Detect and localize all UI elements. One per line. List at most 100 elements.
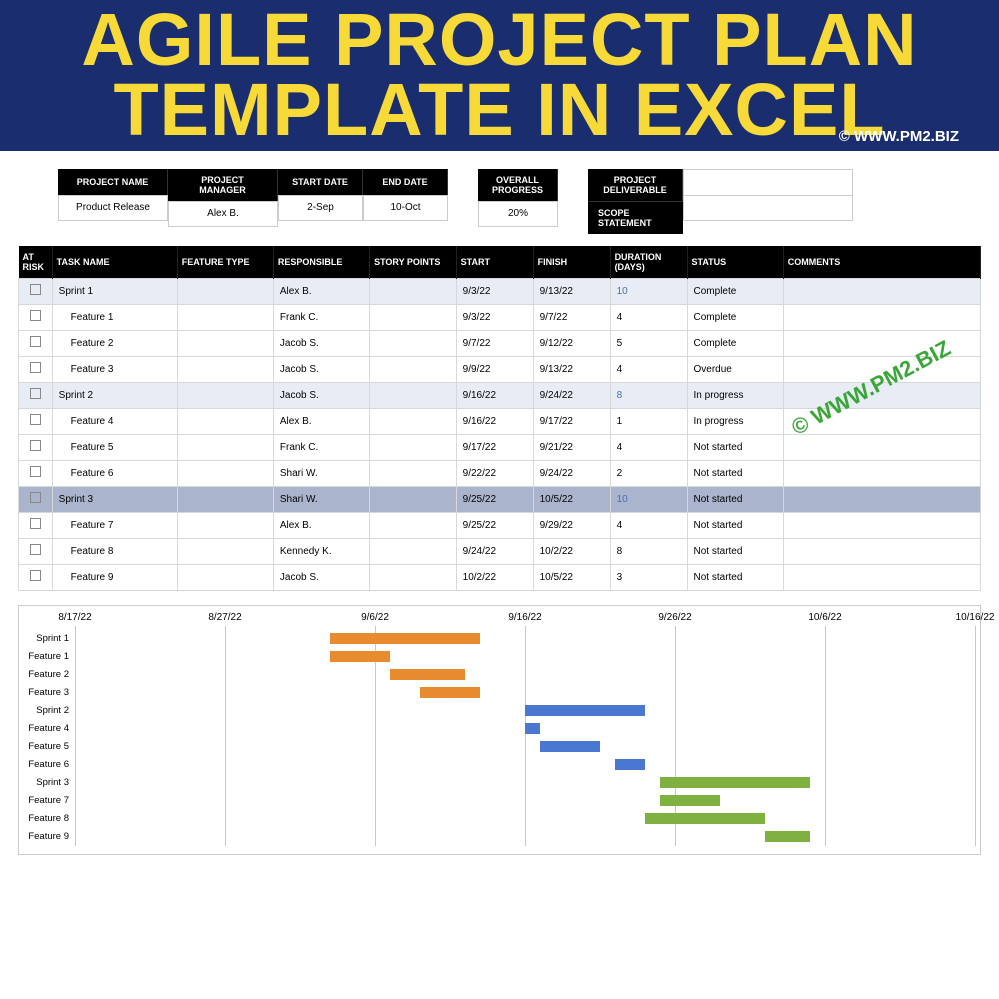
cell-responsible[interactable]: Jacob S. — [273, 330, 369, 356]
checkbox-icon[interactable] — [30, 284, 41, 295]
cell-duration[interactable]: 4 — [610, 434, 687, 460]
checkbox-icon[interactable] — [30, 466, 41, 477]
cell-status[interactable]: In progress — [687, 408, 783, 434]
cell-finish[interactable]: 9/13/22 — [533, 278, 610, 304]
table-row[interactable]: Sprint 2Jacob S.9/16/229/24/228In progre… — [19, 382, 981, 408]
cell-at-risk[interactable] — [19, 564, 53, 590]
cell-comments[interactable] — [783, 434, 980, 460]
cell-start[interactable]: 9/7/22 — [456, 330, 533, 356]
cell-comments[interactable] — [783, 304, 980, 330]
cell-start[interactable]: 9/3/22 — [456, 304, 533, 330]
cell-at-risk[interactable] — [19, 486, 53, 512]
meta-val-deliverable[interactable] — [683, 169, 853, 195]
table-row[interactable]: Feature 8Kennedy K.9/24/2210/2/228Not st… — [19, 538, 981, 564]
cell-feature-type[interactable] — [177, 512, 273, 538]
cell-comments[interactable] — [783, 408, 980, 434]
cell-story-points[interactable] — [370, 486, 457, 512]
cell-comments[interactable] — [783, 382, 980, 408]
checkbox-icon[interactable] — [30, 544, 41, 555]
table-row[interactable]: Feature 3Jacob S.9/9/229/13/224Overdue — [19, 356, 981, 382]
table-row[interactable]: Feature 7Alex B.9/25/229/29/224Not start… — [19, 512, 981, 538]
meta-val-overall-progress[interactable]: 20% — [478, 201, 558, 227]
cell-story-points[interactable] — [370, 564, 457, 590]
cell-at-risk[interactable] — [19, 304, 53, 330]
cell-finish[interactable]: 9/24/22 — [533, 460, 610, 486]
cell-start[interactable]: 9/22/22 — [456, 460, 533, 486]
cell-finish[interactable]: 10/5/22 — [533, 564, 610, 590]
table-row[interactable]: Feature 4Alex B.9/16/229/17/221In progre… — [19, 408, 981, 434]
cell-finish[interactable]: 10/5/22 — [533, 486, 610, 512]
checkbox-icon[interactable] — [30, 570, 41, 581]
cell-duration[interactable]: 8 — [610, 382, 687, 408]
cell-story-points[interactable] — [370, 408, 457, 434]
cell-task[interactable]: Feature 9 — [52, 564, 177, 590]
cell-feature-type[interactable] — [177, 278, 273, 304]
cell-status[interactable]: Complete — [687, 278, 783, 304]
table-row[interactable]: Feature 9Jacob S.10/2/2210/5/223Not star… — [19, 564, 981, 590]
checkbox-icon[interactable] — [30, 518, 41, 529]
cell-responsible[interactable]: Kennedy K. — [273, 538, 369, 564]
cell-responsible[interactable]: Alex B. — [273, 408, 369, 434]
cell-at-risk[interactable] — [19, 460, 53, 486]
cell-duration[interactable]: 10 — [610, 278, 687, 304]
cell-duration[interactable]: 4 — [610, 356, 687, 382]
cell-status[interactable]: Complete — [687, 304, 783, 330]
cell-status[interactable]: Not started — [687, 564, 783, 590]
cell-at-risk[interactable] — [19, 512, 53, 538]
meta-val-scope[interactable] — [683, 195, 853, 221]
cell-task[interactable]: Feature 1 — [52, 304, 177, 330]
cell-story-points[interactable] — [370, 512, 457, 538]
cell-comments[interactable] — [783, 538, 980, 564]
cell-duration[interactable]: 1 — [610, 408, 687, 434]
cell-at-risk[interactable] — [19, 330, 53, 356]
cell-start[interactable]: 9/16/22 — [456, 408, 533, 434]
cell-feature-type[interactable] — [177, 408, 273, 434]
cell-at-risk[interactable] — [19, 382, 53, 408]
cell-at-risk[interactable] — [19, 538, 53, 564]
table-row[interactable]: Feature 6Shari W.9/22/229/24/222Not star… — [19, 460, 981, 486]
cell-story-points[interactable] — [370, 538, 457, 564]
cell-comments[interactable] — [783, 460, 980, 486]
cell-task[interactable]: Feature 2 — [52, 330, 177, 356]
meta-val-start-date[interactable]: 2-Sep — [278, 195, 363, 221]
cell-start[interactable]: 9/25/22 — [456, 486, 533, 512]
cell-comments[interactable] — [783, 278, 980, 304]
cell-start[interactable]: 9/25/22 — [456, 512, 533, 538]
cell-status[interactable]: Not started — [687, 538, 783, 564]
cell-comments[interactable] — [783, 356, 980, 382]
cell-comments[interactable] — [783, 564, 980, 590]
cell-story-points[interactable] — [370, 304, 457, 330]
cell-start[interactable]: 9/17/22 — [456, 434, 533, 460]
cell-story-points[interactable] — [370, 460, 457, 486]
cell-comments[interactable] — [783, 330, 980, 356]
checkbox-icon[interactable] — [30, 492, 41, 503]
cell-task[interactable]: Sprint 2 — [52, 382, 177, 408]
cell-task[interactable]: Feature 3 — [52, 356, 177, 382]
table-row[interactable]: Feature 2Jacob S.9/7/229/12/225Complete — [19, 330, 981, 356]
table-row[interactable]: Feature 5Frank C.9/17/229/21/224Not star… — [19, 434, 981, 460]
cell-feature-type[interactable] — [177, 486, 273, 512]
cell-at-risk[interactable] — [19, 434, 53, 460]
cell-comments[interactable] — [783, 486, 980, 512]
cell-status[interactable]: Not started — [687, 434, 783, 460]
cell-finish[interactable]: 10/2/22 — [533, 538, 610, 564]
cell-duration[interactable]: 5 — [610, 330, 687, 356]
cell-finish[interactable]: 9/21/22 — [533, 434, 610, 460]
cell-feature-type[interactable] — [177, 330, 273, 356]
cell-finish[interactable]: 9/12/22 — [533, 330, 610, 356]
checkbox-icon[interactable] — [30, 310, 41, 321]
cell-responsible[interactable]: Shari W. — [273, 460, 369, 486]
meta-val-project-name[interactable]: Product Release — [58, 195, 168, 221]
table-row[interactable]: Sprint 1Alex B.9/3/229/13/2210Complete — [19, 278, 981, 304]
cell-start[interactable]: 9/16/22 — [456, 382, 533, 408]
cell-at-risk[interactable] — [19, 278, 53, 304]
cell-responsible[interactable]: Frank C. — [273, 434, 369, 460]
meta-val-end-date[interactable]: 10-Oct — [363, 195, 448, 221]
cell-duration[interactable]: 4 — [610, 304, 687, 330]
cell-responsible[interactable]: Frank C. — [273, 304, 369, 330]
cell-start[interactable]: 10/2/22 — [456, 564, 533, 590]
cell-duration[interactable]: 10 — [610, 486, 687, 512]
cell-duration[interactable]: 3 — [610, 564, 687, 590]
cell-story-points[interactable] — [370, 330, 457, 356]
table-row[interactable]: Feature 1Frank C.9/3/229/7/224Complete — [19, 304, 981, 330]
